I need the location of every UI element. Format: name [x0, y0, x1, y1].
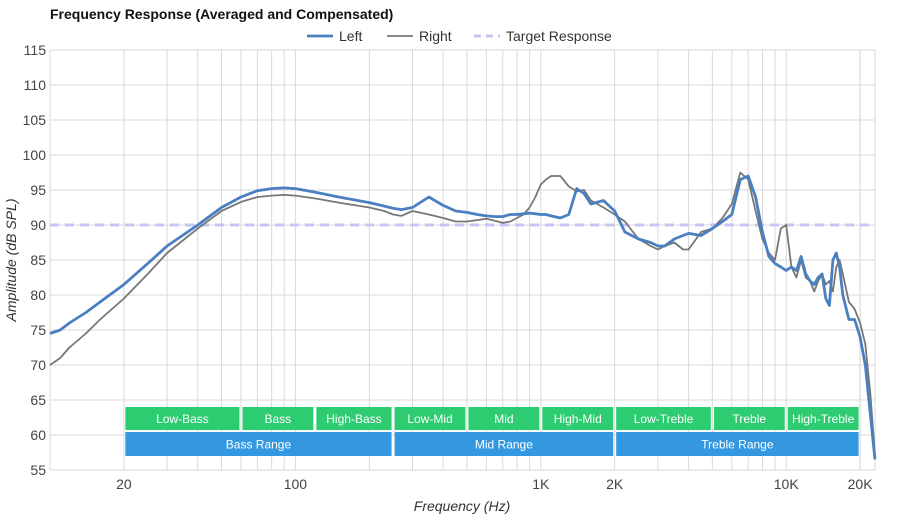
series-lines	[49, 171, 877, 460]
y-axis-ticks: 55 60 65 70 75 80 85 90 95 100 105 110 115	[23, 42, 47, 478]
series-left	[49, 174, 877, 460]
legend-item-target-response: Target Response	[474, 28, 612, 44]
band-label: Bass	[265, 412, 292, 426]
band-low-bass: Low-Bass	[125, 407, 240, 430]
x-axis-ticks: 20 100 1K 2K 10K 20K	[116, 476, 873, 492]
y-tick-label: 80	[30, 287, 46, 303]
range-label: Bass Range	[226, 438, 292, 452]
range-treble-range: Treble Range	[616, 432, 859, 456]
legend-item-left: Left	[307, 28, 362, 44]
y-tick-label: 65	[30, 392, 46, 408]
y-tick-label: 60	[30, 427, 46, 443]
range-label: Treble Range	[701, 438, 774, 452]
legend-label: Target Response	[506, 28, 612, 44]
frequency-bands: Low-Bass Bass High-Bass Low-Mid Mid High-Mid L…	[125, 407, 859, 456]
range-label: Mid Range	[475, 438, 533, 452]
legend-label: Right	[419, 28, 452, 44]
y-axis-title: Amplitude (dB SPL)	[3, 199, 19, 323]
band-mid: Mid	[468, 407, 540, 430]
y-tick-label: 90	[30, 217, 46, 233]
band-label: Low-Mid	[407, 412, 452, 426]
x-tick-label: 100	[284, 476, 308, 492]
y-tick-label: 85	[30, 252, 46, 268]
band-low-mid: Low-Mid	[394, 407, 466, 430]
band-label: High-Mid	[554, 412, 602, 426]
range-bass-range: Bass Range	[125, 432, 392, 456]
band-label: Low-Bass	[156, 412, 209, 426]
band-treble: Treble	[713, 407, 785, 430]
legend-item-right: Right	[387, 28, 452, 44]
band-label: High-Treble	[792, 412, 855, 426]
x-tick-label: 20K	[848, 476, 874, 492]
range-rect	[125, 432, 392, 456]
band-rect	[468, 407, 540, 430]
band-rect	[713, 407, 785, 430]
band-rect	[542, 407, 614, 430]
chart-title: Frequency Response (Averaged and Compens…	[50, 6, 393, 22]
band-high-treble: High-Treble	[787, 407, 859, 430]
legend-label: Left	[339, 28, 362, 44]
x-tick-label: 20	[116, 476, 132, 492]
y-tick-label: 105	[23, 112, 47, 128]
y-tick-label: 95	[30, 182, 46, 198]
x-tick-label: 10K	[774, 476, 800, 492]
band-bass: Bass	[242, 407, 314, 430]
grid	[49, 49, 876, 471]
series-right	[49, 171, 876, 457]
y-tick-label: 115	[24, 42, 47, 58]
y-tick-label: 55	[30, 462, 46, 478]
band-low-treble: Low-Treble	[616, 407, 711, 430]
range-rect	[616, 432, 859, 456]
band-label: Low-Treble	[634, 412, 694, 426]
y-tick-label: 110	[24, 77, 47, 93]
y-tick-label: 70	[30, 357, 46, 373]
legend: Left Right Target Response	[307, 28, 612, 44]
band-rect	[242, 407, 314, 430]
band-high-mid: High-Mid	[542, 407, 614, 430]
x-axis-title: Frequency (Hz)	[414, 498, 510, 514]
band-rect	[125, 407, 240, 430]
band-label: High-Bass	[326, 412, 381, 426]
band-rect	[316, 407, 392, 430]
band-label: Treble	[733, 412, 767, 426]
band-high-bass: High-Bass	[316, 407, 392, 430]
band-rect	[616, 407, 711, 430]
range-mid-range: Mid Range	[394, 432, 614, 456]
x-tick-label: 2K	[606, 476, 624, 492]
band-label: Mid	[494, 412, 513, 426]
range-rect	[394, 432, 614, 456]
x-tick-label: 1K	[532, 476, 550, 492]
band-rect	[394, 407, 466, 430]
band-rect	[787, 407, 859, 430]
y-tick-label: 100	[23, 147, 47, 163]
y-tick-label: 75	[30, 322, 46, 338]
